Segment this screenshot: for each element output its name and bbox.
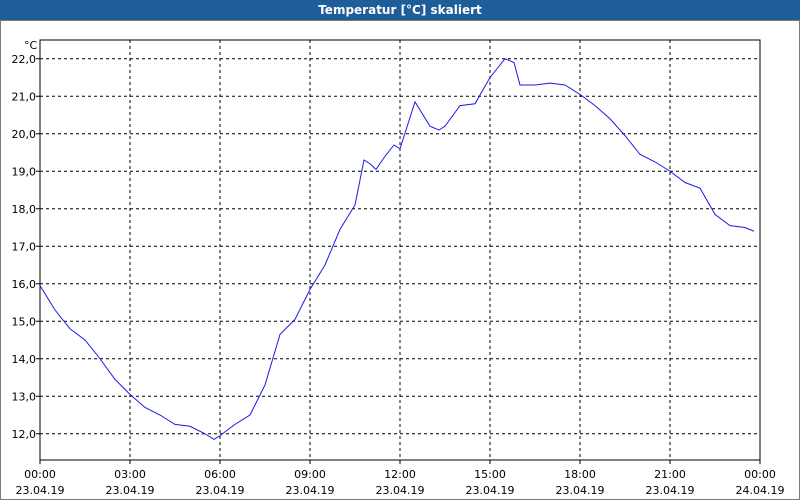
x-tick-label: 23.04.19	[376, 484, 425, 497]
x-tick-label: 00:00	[24, 468, 56, 481]
x-tick-label: 06:00	[204, 468, 236, 481]
x-tick-label: 23.04.19	[646, 484, 695, 497]
y-tick-label: 17,0	[12, 240, 37, 253]
y-tick-label: 20,0	[12, 128, 37, 141]
x-tick-label: 23.04.19	[196, 484, 245, 497]
y-tick-label: 15,0	[12, 315, 37, 328]
title-bar	[0, 0, 800, 20]
x-tick-label: 23.04.19	[286, 484, 335, 497]
y-tick-label: 18,0	[12, 203, 37, 216]
x-tick-label: 21:00	[654, 468, 686, 481]
x-tick-label: 23.04.19	[16, 484, 65, 497]
x-tick-label: 09:00	[294, 468, 326, 481]
y-unit: °C	[24, 39, 38, 52]
chart-title: Temperatur [°C] skaliert	[318, 3, 482, 17]
x-tick-label: 23.04.19	[466, 484, 515, 497]
x-tick-label: 24.04.19	[736, 484, 785, 497]
x-tick-label: 03:00	[114, 468, 146, 481]
y-tick-label: 12,0	[12, 428, 37, 441]
y-tick-label: 16,0	[12, 278, 37, 291]
y-tick-label: 14,0	[12, 353, 37, 366]
y-tick-label: 19,0	[12, 165, 37, 178]
x-tick-label: 23.04.19	[556, 484, 605, 497]
line	[39, 58, 755, 440]
y-tick-label: 21,0	[12, 90, 37, 103]
x-tick-label: 15:00	[474, 468, 506, 481]
x-tick-label: 23.04.19	[106, 484, 155, 497]
x-tick-label: 18:00	[564, 468, 596, 481]
x-tick-label: 00:00	[744, 468, 776, 481]
x-tick-label: 12:00	[384, 468, 416, 481]
y-tick-label: 22,0	[12, 53, 37, 66]
y-tick-label: 13,0	[12, 390, 37, 403]
